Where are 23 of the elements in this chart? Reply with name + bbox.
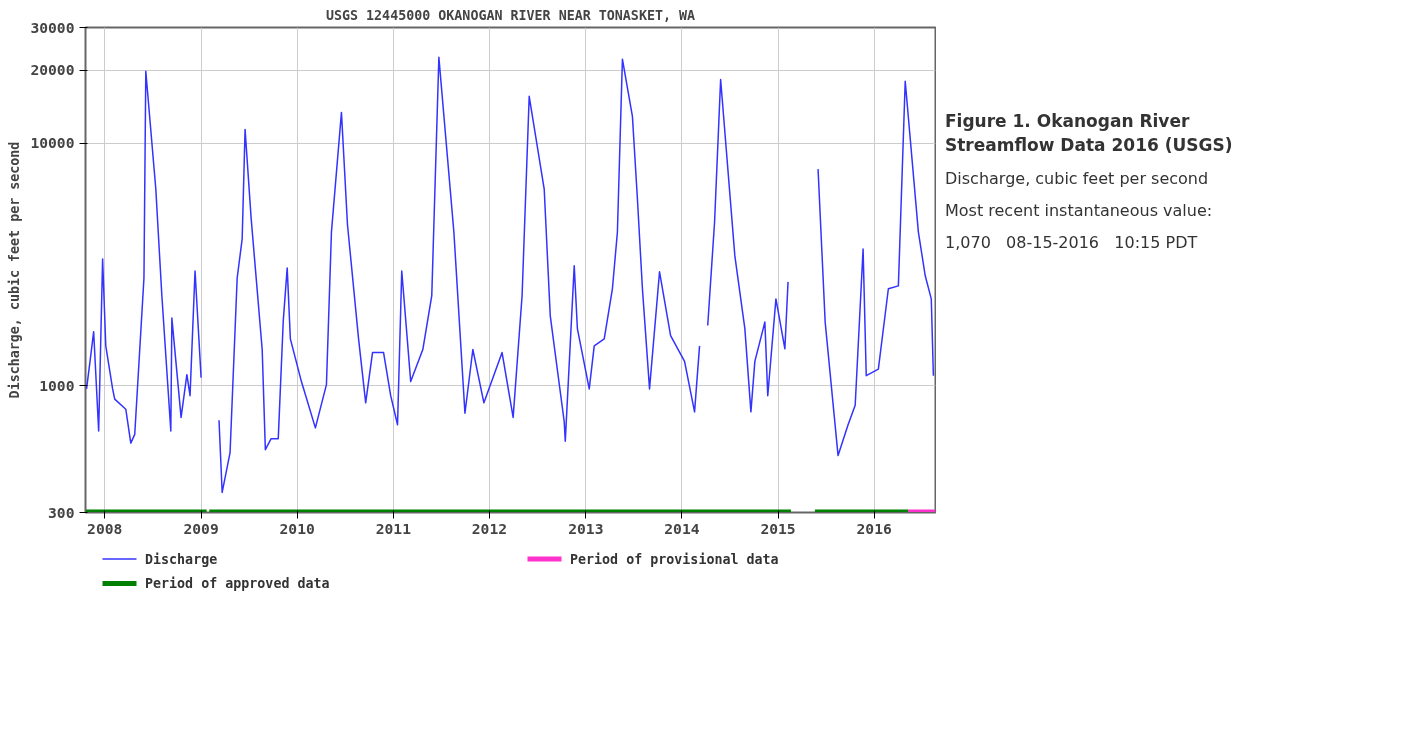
x-tick-label: 2008 xyxy=(87,519,123,537)
y-tick-label: 300 xyxy=(48,503,75,521)
y-tick-label: 20000 xyxy=(30,61,75,79)
text: 1,070 08-15-2016 10:15 PDT xyxy=(945,232,1199,255)
legend-label: Period of approved data xyxy=(145,576,330,591)
legend-label: Period of provisional data xyxy=(570,551,779,567)
caption: Figure 1. Okanogan River Streamflow Data 2016 (USGS) xyxy=(945,110,1234,157)
x-tick-label: 2012 xyxy=(471,519,508,537)
x-tick-label: 2016 xyxy=(856,519,892,537)
y-axis-title: Discharge, cubic feet per second xyxy=(7,141,23,399)
x-tick-label: 2015 xyxy=(760,519,796,537)
legend-label: Discharge xyxy=(145,551,218,567)
x-tick-label: 2009 xyxy=(183,519,219,537)
y-tick-label: 10000 xyxy=(30,134,75,152)
text: Discharge, cubic feet per second xyxy=(945,167,1210,190)
x-tick-label: 2013 xyxy=(568,519,604,537)
chart-title: USGS 12445000 OKANOGAN RIVER NEAR TONASKET, WA xyxy=(325,7,696,23)
y-tick-label: 1000 xyxy=(39,376,75,394)
x-tick-label: 2014 xyxy=(664,519,700,537)
x-tick-label: 2011 xyxy=(375,519,412,537)
x-tick-label: 2010 xyxy=(279,519,315,537)
y-tick-label: 30000 xyxy=(30,18,75,36)
text: Most recent instantaneous value: xyxy=(945,200,1214,222)
